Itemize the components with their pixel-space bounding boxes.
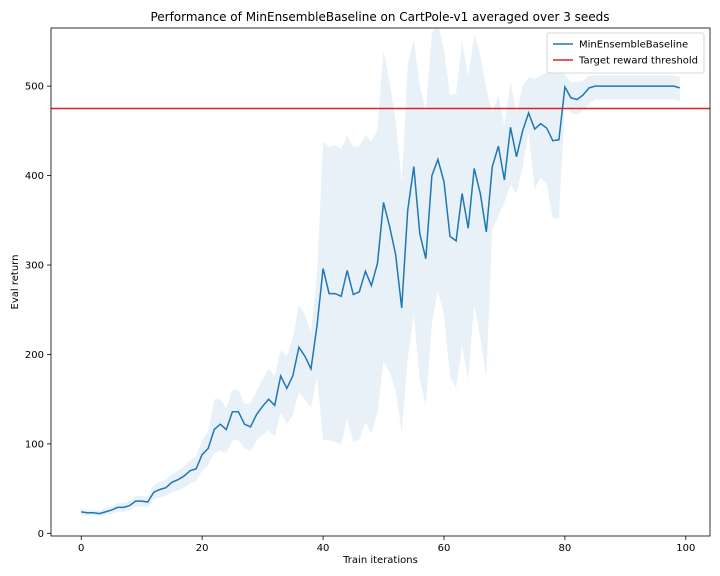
legend: MinEnsembleBaseline Target reward thresho…	[546, 32, 705, 74]
chart-title: Performance of MinEnsembleBaseline on Ca…	[150, 10, 609, 24]
series-0-line	[81, 84, 681, 515]
y-tick-label: 300	[25, 261, 44, 272]
series-0-confidence-band	[81, 28, 680, 517]
y-axis: 0 100 200 300 400 500	[25, 82, 51, 540]
legend-label: MinEnsembleBaseline	[579, 40, 688, 51]
y-tick-label: 0	[38, 529, 44, 540]
plot-area	[51, 28, 710, 517]
y-axis-title: Eval return	[10, 255, 21, 310]
x-tick-label: 100	[676, 543, 695, 554]
axes-frame	[50, 27, 711, 537]
x-tick-label: 20	[196, 543, 209, 554]
y-tick-label: 200	[25, 350, 44, 361]
x-axis: 0 20 40 60 80 100	[78, 536, 695, 554]
y-tick-label: 400	[25, 171, 44, 182]
x-tick-label: 80	[559, 543, 572, 554]
y-tick-label: 100	[25, 439, 44, 450]
y-tick-label: 500	[25, 82, 44, 93]
legend-box	[546, 32, 705, 74]
x-tick-label: 0	[78, 543, 84, 554]
x-axis-title: Train iterations	[342, 555, 418, 566]
legend-label: Target reward threshold	[578, 56, 698, 67]
x-tick-label: 40	[317, 543, 330, 554]
x-tick-label: 60	[438, 543, 451, 554]
